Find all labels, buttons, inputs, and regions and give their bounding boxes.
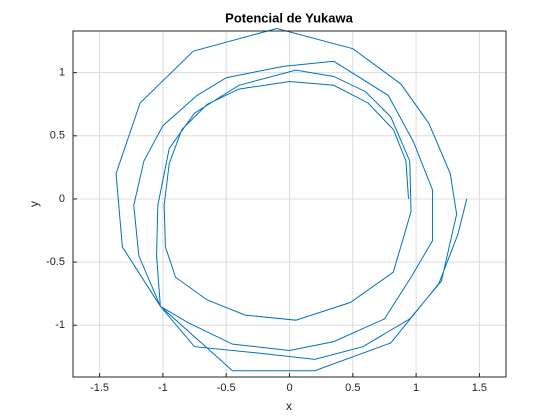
x-axis-label: x	[286, 399, 292, 413]
x-tick-label: 0	[286, 382, 292, 394]
y-tick-label: -1	[55, 319, 65, 331]
x-tick-label: -1	[158, 382, 168, 394]
x-tick-label: -0.5	[217, 382, 236, 394]
y-tick-label: 0.5	[50, 130, 65, 142]
y-tick-label: -0.5	[46, 256, 65, 268]
y-tick-label: 1	[59, 67, 65, 79]
y-tick-label: 0	[59, 193, 65, 205]
x-tick-label: 0.5	[345, 382, 360, 394]
chart-title: Potencial de Yukawa	[225, 10, 353, 25]
x-tick-label: 1.5	[472, 382, 487, 394]
y-axis-label: y	[27, 201, 41, 207]
axes-box	[72, 30, 507, 378]
x-tick-label: -1.5	[90, 382, 109, 394]
data-line	[115, 27, 468, 372]
x-tick-label: 1	[413, 382, 419, 394]
